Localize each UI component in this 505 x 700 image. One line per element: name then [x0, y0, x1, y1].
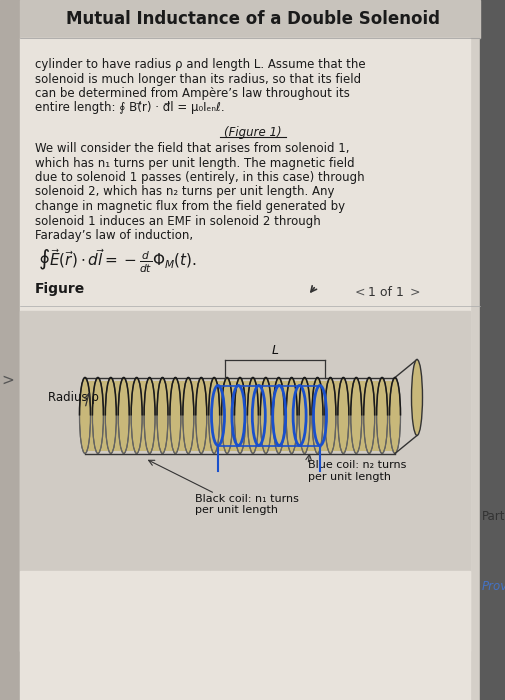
Ellipse shape — [389, 377, 400, 454]
Text: (Figure 1): (Figure 1) — [224, 126, 281, 139]
Ellipse shape — [298, 377, 310, 454]
Text: We will consider the field that arises from solenoid 1,: We will consider the field that arises f… — [35, 142, 349, 155]
Bar — [479, 0, 505, 700]
Ellipse shape — [411, 360, 422, 435]
Text: Faraday’s law of induction,: Faraday’s law of induction, — [35, 229, 193, 242]
Text: L: L — [271, 344, 278, 356]
Ellipse shape — [247, 377, 258, 454]
Bar — [20, 0, 479, 38]
Bar — [20, 311, 469, 570]
Ellipse shape — [260, 377, 271, 454]
Ellipse shape — [234, 377, 245, 454]
Text: solenoid 1 induces an EMF in solenoid 2 through: solenoid 1 induces an EMF in solenoid 2 … — [35, 214, 320, 228]
Text: due to solenoid 1 passes (entirely, in this case) through: due to solenoid 1 passes (entirely, in t… — [35, 171, 364, 184]
Text: Figure: Figure — [35, 281, 85, 295]
Ellipse shape — [157, 377, 168, 454]
Text: entire length: ∮ B(⃗r) · d⃗l = μ₀Iₑₙ⁣ℓ.: entire length: ∮ B(⃗r) · d⃗l = μ₀Iₑₙ⁣ℓ. — [35, 102, 224, 115]
Text: Provic: Provic — [481, 580, 505, 594]
Ellipse shape — [350, 377, 361, 454]
Text: $\oint \vec{E}(\vec{r}) \cdot d\vec{l} = -\frac{d}{dt}\Phi_M(t).$: $\oint \vec{E}(\vec{r}) \cdot d\vec{l} =… — [38, 248, 196, 275]
Ellipse shape — [312, 377, 322, 454]
Ellipse shape — [131, 377, 142, 454]
Ellipse shape — [363, 377, 374, 454]
Ellipse shape — [144, 377, 155, 454]
Text: >: > — [2, 372, 14, 388]
Ellipse shape — [118, 377, 129, 454]
Bar — [0, 0, 20, 700]
Text: Radius ρ: Radius ρ — [48, 391, 98, 403]
Ellipse shape — [337, 377, 348, 454]
Ellipse shape — [79, 377, 90, 454]
Ellipse shape — [170, 377, 181, 454]
Text: solenoid is much longer than its radius, so that its field: solenoid is much longer than its radius,… — [35, 73, 361, 85]
Text: Blue coil: n₂ turns
per unit length: Blue coil: n₂ turns per unit length — [308, 461, 406, 482]
Ellipse shape — [324, 377, 335, 454]
Ellipse shape — [105, 377, 116, 454]
Text: Part: Part — [481, 510, 504, 524]
Text: cylinder to have radius ρ and length L. Assume that the: cylinder to have radius ρ and length L. … — [35, 58, 365, 71]
Text: solenoid 2, which has n₂ turns per unit length. Any: solenoid 2, which has n₂ turns per unit … — [35, 186, 334, 199]
Bar — [85, 381, 394, 451]
Ellipse shape — [376, 377, 387, 454]
Text: which has n₁ turns per unit length. The magnetic field: which has n₁ turns per unit length. The … — [35, 157, 354, 169]
Text: Mutual Inductance of a Double Solenoid: Mutual Inductance of a Double Solenoid — [66, 10, 439, 28]
Text: <: < — [355, 286, 365, 298]
Text: Black coil: n₁ turns
per unit length: Black coil: n₁ turns per unit length — [194, 494, 298, 515]
Ellipse shape — [208, 377, 219, 454]
Bar — [20, 570, 469, 650]
Text: >: > — [409, 286, 420, 298]
Ellipse shape — [195, 377, 207, 454]
Ellipse shape — [273, 377, 284, 454]
Ellipse shape — [182, 377, 193, 454]
Text: 1 of 1: 1 of 1 — [367, 286, 403, 298]
Text: can be determined from Ampère’s law throughout its: can be determined from Ampère’s law thro… — [35, 87, 349, 100]
Ellipse shape — [92, 377, 103, 454]
Ellipse shape — [286, 377, 296, 454]
Bar — [20, 38, 469, 700]
Ellipse shape — [221, 377, 232, 454]
Text: change in magnetic flux from the field generated by: change in magnetic flux from the field g… — [35, 200, 344, 213]
